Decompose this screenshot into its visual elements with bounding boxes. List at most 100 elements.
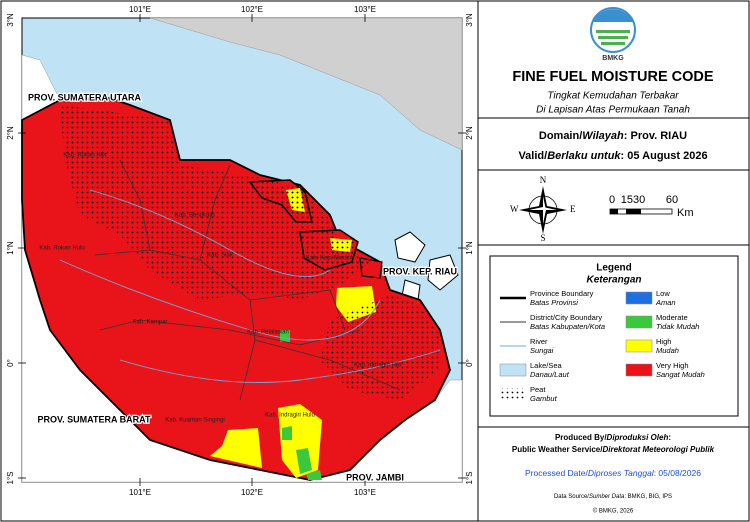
legend-label: Very High (656, 361, 689, 370)
data-source: Data Source/Sumber Data: BMKG, BIG, IPS (554, 494, 672, 500)
processed-part: Processed Date/ (525, 468, 588, 478)
lat-label: 0° (465, 359, 474, 367)
produced-part: : (668, 433, 671, 442)
lon-label: 102°E (241, 488, 263, 497)
producer: Public Weather Service/Direktorat Meteor… (512, 445, 715, 454)
lon-label: 103°E (354, 5, 376, 14)
map-labels: 101°E 101°E 102°E 102°E 103°E 103°E 3°N 3°N 2°N 2… (6, 5, 474, 497)
subtitle: Tingkat Kemudahan Terbakar (547, 91, 679, 102)
legend-label: Moderate (656, 313, 688, 322)
processed-part: Diproses Tanggal (588, 468, 655, 478)
scale-label: 0 (609, 194, 615, 206)
processed-part: : 05/08/2026 (654, 468, 702, 478)
lon-label: 101°E (129, 5, 151, 14)
compass-w: W (510, 204, 519, 214)
legend-label-id: Danau/Laut (530, 370, 570, 379)
legend-symbol (500, 388, 526, 400)
lon-label: 102°E (241, 5, 263, 14)
legend-symbol (625, 315, 653, 329)
place-label: Kab. Kampar (132, 320, 167, 326)
source-part: Sumber Data (589, 494, 625, 500)
scale-label: 1530 (621, 194, 645, 206)
compass-n: N (540, 175, 547, 185)
valid-part: : 05 August 2026 (621, 150, 708, 162)
place-label: PROV. KEP. RIAU (383, 266, 457, 276)
legend-label: District/City Boundary (530, 313, 602, 322)
domain-part: Domain/ (539, 130, 582, 142)
place-label: Kab. Rokan Hulu (39, 246, 84, 252)
lat-label: 0° (6, 359, 15, 367)
domain-part: Wilayah (582, 130, 624, 142)
place-label: PROV. JAMBI (346, 472, 404, 482)
legend-symbol (625, 363, 653, 377)
place-label: Kab. Pelalawan (247, 330, 289, 336)
legend-label-id: Sungai (530, 346, 554, 355)
produced-part: Produced By/ (555, 433, 607, 442)
legend-label-id: Gambut (530, 394, 558, 403)
legend-symbol (625, 291, 653, 305)
legend-label: Peat (530, 385, 546, 394)
place-label: Kab. Kuantan Singingi (165, 418, 224, 424)
compass-e: E (570, 204, 576, 214)
source-part: Data Source/ (554, 494, 589, 500)
lat-label: 3°N (6, 13, 15, 27)
place-label: PROV. SUMATERA UTARA (28, 92, 142, 102)
subtitle: Di Lapisan Atas Permukaan Tanah (536, 105, 690, 116)
legend-label-id: Tidak Mudah (656, 322, 699, 331)
bmkg-logo (590, 7, 636, 53)
legend-label-id: Mudah (656, 346, 679, 355)
legend-label: Province Boundary (530, 289, 594, 298)
domain-part: : Prov. RIAU (624, 130, 687, 142)
riau-province (21, 97, 451, 481)
legend-symbol (499, 363, 527, 377)
logo-text: BMKG (602, 55, 624, 62)
graticule-ticks (18, 14, 466, 486)
place-label: PROV. SUMATERA BARAT (37, 414, 151, 424)
legend-label-id: Aman (655, 298, 676, 307)
produced-part: Diproduksi Oleh (607, 433, 669, 442)
lat-label: 1°N (6, 241, 15, 255)
lat-label: 3°N (465, 13, 474, 27)
legend-symbol (625, 339, 653, 353)
place-label: Kab. Kep. Meranti (306, 256, 354, 262)
place-label: Kab. Indragiri Hulu (265, 413, 315, 419)
compass (519, 186, 567, 234)
legend-label: Low (656, 289, 670, 298)
scale-label: 60 (666, 194, 678, 206)
place-label: Kab. Rokan Hilir (63, 153, 106, 159)
lat-label: 1°S (6, 472, 15, 485)
valid-part: Berlaku untuk (547, 150, 621, 162)
source-part: : BMKG, BIG, IPS (624, 494, 672, 500)
title: FINE FUEL MOISTURE CODE (512, 69, 713, 85)
legend-label-id: Batas Provinsi (530, 298, 578, 307)
produced-by: Produced By/Diproduksi Oleh: (555, 433, 671, 442)
scale-unit: Km (677, 207, 694, 219)
lat-label: 1°N (465, 241, 474, 255)
legend-label: River (530, 337, 548, 346)
place-label: Kab. Bengkalis (175, 213, 215, 219)
place-label: Kab. Siak (207, 253, 234, 259)
scale-bar (609, 208, 673, 215)
valid-part: Valid/ (518, 150, 547, 162)
legend-label-id: Batas Kabupaten/Kota (530, 322, 605, 331)
legend-title: Legend (596, 263, 632, 274)
producer-part: Direktorat Meteorologi Publik (602, 445, 714, 454)
legend-label: Lake/Sea (530, 361, 563, 370)
lon-label: 103°E (354, 488, 376, 497)
producer-part: Public Weather Service/ (512, 445, 603, 454)
legend-label: High (656, 337, 671, 346)
legend-label-id: Sangat Mudah (656, 370, 705, 379)
copyright: © BMKG, 2026 (593, 508, 634, 515)
valid-date: Valid/Berlaku untuk: 05 August 2026 (518, 150, 707, 162)
lat-label: 1°S (465, 472, 474, 485)
lat-label: 2°N (465, 126, 474, 140)
lat-label: 2°N (6, 126, 15, 140)
compass-s: S (540, 233, 545, 243)
lon-label: 101°E (129, 488, 151, 497)
processed-date: Processed Date/Diproses Tanggal: 05/08/2… (525, 468, 701, 478)
domain: Domain/Wilayah: Prov. RIAU (539, 130, 687, 142)
info-panel (477, 1, 749, 521)
